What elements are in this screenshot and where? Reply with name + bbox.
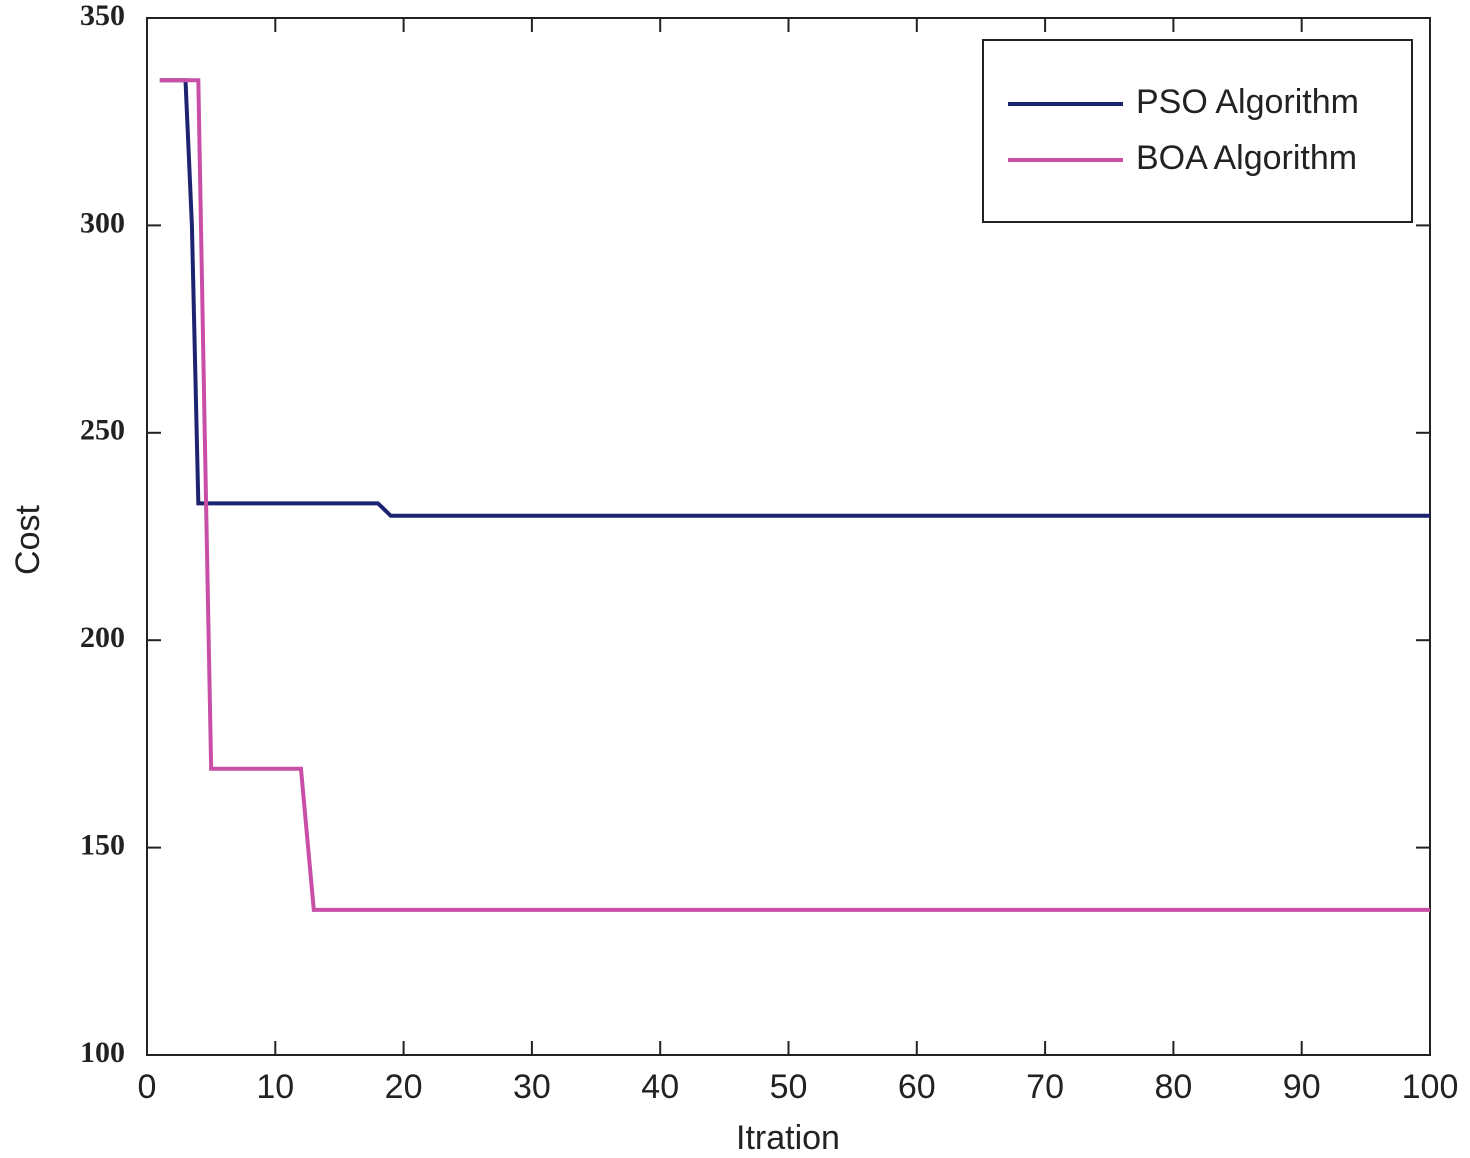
legend-label: PSO Algorithm [1136, 83, 1359, 121]
y-axis-label: Cost [9, 504, 47, 574]
x-tick-label: 50 [770, 1068, 808, 1106]
y-tick-label: 200 [80, 621, 125, 654]
y-tick-label: 250 [80, 414, 125, 447]
x-tick-label: 80 [1154, 1068, 1192, 1106]
y-tick-label: 300 [80, 206, 125, 239]
x-axis-label: Itration [736, 1119, 840, 1157]
x-tick-label: 40 [641, 1068, 679, 1106]
x-tick-label: 100 [1402, 1068, 1459, 1106]
y-tick-label: 350 [80, 0, 125, 32]
legend-label: BOA Algorithm [1136, 139, 1357, 177]
y-tick-label: 150 [80, 828, 125, 861]
line-series [159, 78, 1430, 912]
x-tick-label: 90 [1283, 1068, 1321, 1106]
x-tick-label: 20 [385, 1068, 423, 1106]
x-tick-label: 0 [138, 1068, 157, 1106]
x-tick-label: 70 [1026, 1068, 1064, 1106]
x-tick-label: 10 [256, 1068, 294, 1106]
legend-box [982, 39, 1413, 223]
x-tick-label: 60 [898, 1068, 936, 1106]
x-tick-label: 30 [513, 1068, 551, 1106]
y-tick-label: 100 [80, 1036, 125, 1069]
